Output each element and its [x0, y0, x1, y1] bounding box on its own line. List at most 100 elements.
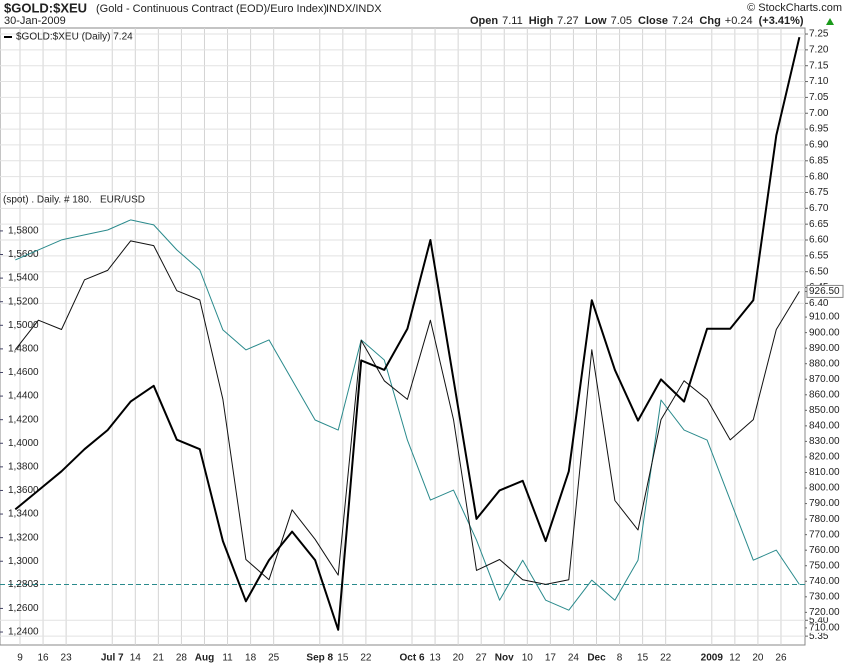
quote-label: Chg: [699, 15, 720, 27]
y2-tick-label: 850.00: [809, 405, 840, 416]
y3-tick-label: 1,3800: [8, 462, 39, 473]
x-tick-label: Nov: [495, 653, 514, 664]
reference-label: 1,2803: [8, 579, 39, 590]
label-bg: [807, 607, 843, 618]
label-bg: [807, 451, 843, 462]
y2-tick-label: 720.00: [809, 607, 840, 618]
x-tick-label: 11: [222, 653, 233, 664]
y-tick-label: 7.15: [809, 60, 829, 71]
quote-label: High: [529, 15, 554, 27]
y2-tick-label: 740.00: [809, 576, 840, 587]
label-bg: [807, 591, 843, 602]
quote-value: 7.05: [611, 15, 632, 27]
series-line: [14, 36, 801, 631]
x-tick-label: 21: [153, 653, 165, 664]
x-tick-label: 14: [130, 653, 142, 664]
x-tick-label: 28: [176, 653, 188, 664]
x-tick-label: 25: [268, 653, 280, 664]
x-tick-label: 23: [61, 653, 73, 664]
y-tick-label: 6.55: [809, 250, 829, 261]
y3-tick-label: 1,4600: [8, 367, 39, 378]
y2-tick-label: 790.00: [809, 498, 840, 509]
y-tick-label: 5.40: [809, 615, 829, 626]
y2-tick-label: 810.00: [809, 467, 840, 478]
quote-value: +0.24: [725, 15, 753, 27]
y2-tick-label: 830.00: [809, 436, 840, 447]
y-tick-label: 6.80: [809, 171, 829, 182]
y3-tick-label: 1,2400: [8, 627, 39, 638]
y3-tick-label: 1,2600: [8, 603, 39, 614]
x-tick-label: 24: [568, 653, 580, 664]
y-tick-label: 6.95: [809, 124, 829, 135]
x-tick-label: 16: [37, 653, 49, 664]
x-tick-label: 15: [337, 653, 349, 664]
y3-tick-label: 1,4200: [8, 414, 39, 425]
y2-tick-label: 840.00: [809, 421, 840, 432]
label-bg: [807, 467, 843, 478]
y2-tick-label: 730.00: [809, 591, 840, 602]
x-tick-label: Aug: [195, 653, 214, 664]
label-bg: [807, 420, 843, 431]
date: 30-Jan-2009: [4, 15, 66, 27]
y3-tick-label: 1,5200: [8, 296, 39, 307]
y-tick-label: 6.85: [809, 155, 829, 166]
label-bg: [807, 622, 843, 633]
label-bg: [807, 358, 843, 369]
y-tick-label: 6.90: [809, 140, 829, 151]
label-bg: [807, 529, 843, 540]
quote-label: Close: [638, 15, 668, 27]
y2-tick-label: 870.00: [809, 374, 840, 385]
series-line: [15, 219, 800, 611]
y2-tick-label: 780.00: [809, 514, 840, 525]
y-tick-label: 7.00: [809, 108, 829, 119]
y2-tick-label: 820.00: [809, 452, 840, 463]
label-bg: [807, 374, 843, 385]
y-tick-label: 6.40: [809, 298, 829, 309]
x-tick-label: 27: [476, 653, 488, 664]
y-tick-label: 7.20: [809, 45, 829, 56]
y-tick-label: 6.75: [809, 187, 829, 198]
quote-label: Open: [470, 15, 498, 27]
label-bg: [807, 514, 843, 525]
x-tick-label: 20: [752, 653, 764, 664]
x-tick-label: Jul 7: [101, 653, 124, 664]
label-bg: [807, 498, 843, 509]
label-bg: [807, 436, 843, 447]
y-tick-label: 7.10: [809, 76, 829, 87]
x-tick-label: Oct 6: [400, 653, 425, 664]
x-tick-label: 12: [729, 653, 741, 664]
x-tick-label: 9: [17, 653, 23, 664]
exchange: INDX/INDX: [326, 3, 382, 15]
y3-tick-label: 1,4800: [8, 344, 39, 355]
credit: © StockCharts.com: [747, 2, 842, 14]
x-tick-label: 13: [430, 653, 442, 664]
label-bg: [807, 389, 843, 400]
label-bg: [807, 405, 843, 416]
chart-subtitle: (Gold - Continuous Contract (EOD)/Euro I…: [96, 3, 327, 15]
quote-label: (+3.41%): [759, 15, 804, 27]
label-bg: [807, 327, 843, 338]
label-bg: [807, 560, 843, 571]
x-tick-label: 2009: [701, 653, 724, 664]
y2-tick-label: 880.00: [809, 358, 840, 369]
y-tick-label: 6.65: [809, 219, 829, 230]
plot-frame: [0, 27, 806, 646]
y-tick-label: 6.70: [809, 203, 829, 214]
chart-title: $GOLD:$XEU: [4, 0, 87, 15]
y2-tick-label: 890.00: [809, 343, 840, 354]
y3-tick-label: 1,5800: [8, 226, 39, 237]
x-tick-label: 26: [775, 653, 787, 664]
y3-tick-label: 1,5600: [8, 249, 39, 260]
x-tick-label: Dec: [587, 653, 606, 664]
y2-tick-label: 760.00: [809, 545, 840, 556]
y3-tick-label: 1,3600: [8, 485, 39, 496]
quote-row: Open 7.11 High 7.27 Low 7.05 Close 7.24 Chg +0.24…: [470, 15, 804, 27]
label-bg: [807, 312, 843, 323]
x-tick-label: 18: [245, 653, 257, 664]
y-tick-label: 7.05: [809, 92, 829, 103]
y3-tick-label: 1,5000: [8, 320, 39, 331]
y3-tick-label: 1,3000: [8, 556, 39, 567]
label-bg: [807, 343, 843, 354]
x-tick-label: Sep 8: [306, 653, 333, 664]
